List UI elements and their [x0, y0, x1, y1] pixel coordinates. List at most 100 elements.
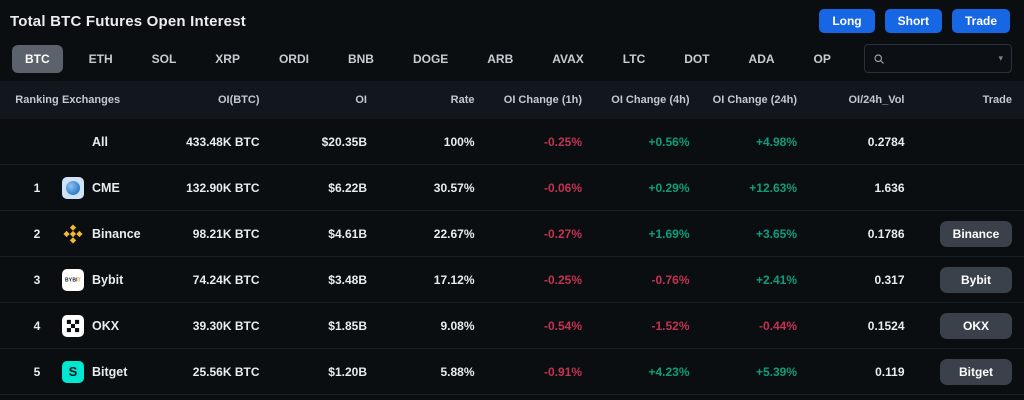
ranking-value: 3 — [33, 272, 41, 287]
tab-ltc[interactable]: LTC — [622, 51, 646, 66]
table-row-bitget: 5 S Bitget 25.56K BTC $1.20B 5.88% -0.91… — [0, 349, 1024, 395]
table-row-okx: 4 OKX 39.30K BTC $1.85B 9.08% -0.54% -1.… — [0, 303, 1024, 349]
chevron-down-icon: ▾ — [998, 53, 1003, 63]
table-header: Ranking Exchanges OI(BTC) OI Rate OI Cha… — [0, 81, 1024, 119]
oi-value: $3.48B — [328, 272, 367, 287]
col-oi: OI — [355, 94, 367, 106]
oi-change-1h-value: -0.91% — [543, 364, 582, 379]
exchange-name: Bybit — [92, 272, 124, 287]
oi-24h-vol-value: 0.2784 — [867, 134, 905, 149]
rate-value: 30.57% — [433, 180, 475, 195]
oi-value: $1.85B — [328, 318, 367, 333]
trade-cell: Bybit — [905, 266, 1012, 293]
rate-value: 5.88% — [440, 364, 475, 379]
cme-logo-icon — [62, 176, 84, 199]
oi-change-4h-value: -0.76% — [651, 272, 690, 287]
exchange-cell: CME — [62, 176, 152, 199]
oi-change-4h-value: +0.56% — [648, 134, 690, 149]
table-row-all: All 433.48K BTC $20.35B 100% -0.25% +0.5… — [0, 119, 1024, 165]
tab-arb[interactable]: ARB — [487, 51, 514, 66]
title-bar: Total BTC Futures Open Interest Long Sho… — [0, 0, 1024, 42]
trade-cell: Binance — [905, 220, 1012, 247]
oi-change-4h-value: +0.29% — [648, 180, 690, 195]
tab-sol[interactable]: SOL — [151, 51, 177, 66]
oi-value: $20.35B — [321, 134, 367, 149]
long-button[interactable]: Long — [819, 9, 875, 33]
oi-value: $6.22B — [328, 180, 367, 195]
trade-okx-button[interactable]: OKX — [940, 312, 1012, 339]
coin-tabs-row: BTC ETH SOL XRP ORDI BNB DOGE ARB AVAX L… — [0, 42, 1024, 81]
oi-btc-value: 25.56K BTC — [192, 364, 260, 379]
exchange-name: OKX — [92, 318, 120, 333]
tab-bnb[interactable]: BNB — [347, 51, 374, 66]
oi-change-4h-value: +4.23% — [648, 364, 690, 379]
trade-bybit-button[interactable]: Bybit — [940, 266, 1012, 293]
col-ranking: Ranking — [15, 94, 59, 106]
exchange-name: Bitget — [92, 364, 128, 379]
coin-search-select[interactable]: ▾ — [864, 44, 1012, 73]
trade-binance-button[interactable]: Binance — [940, 220, 1012, 247]
oi-btc-value: 39.30K BTC — [192, 318, 260, 333]
rate-value: 100% — [443, 134, 475, 149]
oi-24h-vol-value: 0.1524 — [867, 318, 905, 333]
oi-change-4h-value: -1.52% — [651, 318, 690, 333]
oi-change-1h-value: -0.25% — [543, 272, 582, 287]
tab-avax[interactable]: AVAX — [552, 51, 584, 66]
oi-btc-value: 132.90K BTC — [186, 180, 260, 195]
search-icon — [874, 53, 884, 64]
tab-ordi[interactable]: ORDI — [278, 51, 309, 66]
okx-logo-icon — [62, 314, 84, 337]
exchange-name: CME — [92, 180, 120, 195]
page-title: Total BTC Futures Open Interest — [10, 12, 246, 30]
table-row-binance: 2 Binance 98.21K BTC $4.61B 22.67% -0.27… — [0, 211, 1024, 257]
tab-xrp[interactable]: XRP — [215, 51, 240, 66]
exchange-name: Binance — [92, 226, 141, 241]
tab-dot[interactable]: DOT — [684, 51, 710, 66]
oi-change-24h-value: +12.63% — [749, 180, 797, 195]
tab-btc[interactable]: BTC — [12, 44, 63, 73]
col-rate: Rate — [450, 94, 475, 106]
rate-value: 9.08% — [440, 318, 475, 333]
table-row-cme: 1 CME 132.90K BTC $6.22B 30.57% -0.06% +… — [0, 165, 1024, 211]
ranking-value: 2 — [33, 226, 41, 241]
exchange-name: All — [92, 134, 108, 149]
trade-button[interactable]: Trade — [951, 9, 1010, 33]
trade-cell: Bitget — [905, 358, 1012, 385]
col-trade: Trade — [982, 94, 1012, 106]
trade-bitget-button[interactable]: Bitget — [940, 358, 1012, 385]
exchange-cell: BYBIT Bybit — [62, 268, 152, 291]
short-button[interactable]: Short — [884, 9, 942, 33]
oi-change-24h-value: +3.65% — [755, 226, 797, 241]
col-oi-change-4h: OI Change (4h) — [611, 94, 690, 106]
table-row-bybit: 3 BYBIT Bybit 74.24K BTC $3.48B 17.12% -… — [0, 257, 1024, 303]
oi-change-1h-value: -0.25% — [543, 134, 582, 149]
oi-value: $4.61B — [328, 226, 367, 241]
exchange-cell: S Bitget — [62, 360, 152, 383]
tab-op[interactable]: OP — [813, 51, 831, 66]
oi-btc-value: 98.21K BTC — [192, 226, 260, 241]
oi-change-24h-value: -0.44% — [758, 318, 797, 333]
binance-logo-icon — [62, 223, 84, 245]
search-input[interactable] — [891, 50, 993, 67]
rate-value: 22.67% — [433, 226, 475, 241]
oi-change-1h-value: -0.06% — [543, 180, 582, 195]
tab-eth[interactable]: ETH — [88, 51, 113, 66]
header-buttons: Long Short Trade — [819, 9, 1010, 33]
oi-change-1h-value: -0.54% — [543, 318, 582, 333]
col-oi-change-1h: OI Change (1h) — [503, 94, 582, 106]
tab-doge[interactable]: DOGE — [412, 51, 449, 66]
tab-ada[interactable]: ADA — [748, 51, 775, 66]
col-oi-change-24h: OI Change (24h) — [712, 94, 797, 106]
exchange-cell: All — [62, 131, 152, 153]
oi-change-24h-value: +4.98% — [755, 134, 797, 149]
oi-value: $1.20B — [328, 364, 367, 379]
col-oi-btc: OI(BTC) — [217, 94, 260, 106]
ranking-value: 4 — [33, 318, 41, 333]
oi-btc-value: 433.48K BTC — [186, 134, 260, 149]
bitget-logo-icon: S — [62, 360, 84, 383]
oi-24h-vol-value: 0.119 — [875, 364, 905, 379]
oi-change-4h-value: +1.69% — [648, 226, 690, 241]
oi-change-24h-value: +5.39% — [755, 364, 797, 379]
oi-change-24h-value: +2.41% — [755, 272, 797, 287]
oi-change-1h-value: -0.27% — [543, 226, 582, 241]
